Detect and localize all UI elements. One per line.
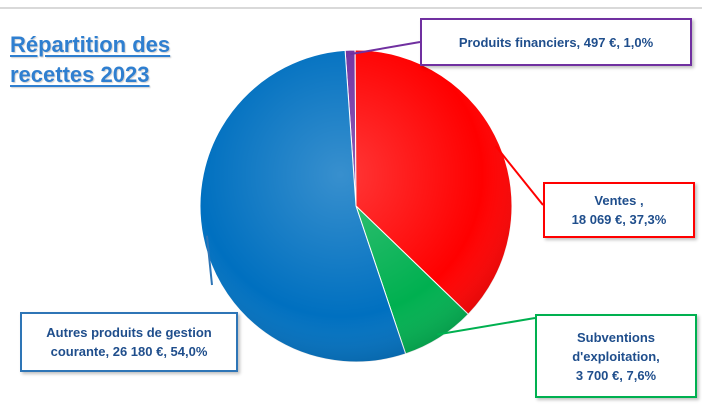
chart-title-line-1: Répartition des	[10, 32, 171, 57]
slice-label-text: courante, 26 180 €, 54,0%	[50, 344, 208, 359]
slice-label-text: Autres produits de gestion	[46, 325, 212, 340]
slice-label-ventes: Ventes , 18 069 €, 37,3%	[543, 182, 695, 238]
top-divider	[0, 7, 702, 9]
leader-line	[205, 235, 213, 286]
slice-label-text: d'exploitation,	[572, 348, 660, 364]
slice-label-text: Ventes ,	[594, 193, 644, 208]
slice-label-subventions: Subventions d'exploitation, 3 700 €, 7,6…	[535, 314, 697, 398]
chart-title: Répartition des recettes 2023	[10, 30, 200, 90]
slice-label-text: 18 069 €, 37,3%	[571, 212, 667, 227]
slice-label-text: Produits financiers, 497 €, 1,0%	[458, 34, 654, 50]
chart-title-line-2: recettes 2023	[10, 62, 150, 87]
slice-label-text: Subventions	[576, 329, 655, 345]
slice-label-produits-financiers: Produits financiers, 497 €, 1,0%	[420, 18, 692, 66]
slice-label-text: 3 700 €, 7,6%	[575, 367, 657, 383]
slice-label-autres-produits: Autres produits de gestion courante, 26 …	[20, 312, 238, 372]
leader-line	[350, 41, 421, 56]
leader-line	[494, 145, 544, 206]
leader-line	[437, 317, 536, 336]
